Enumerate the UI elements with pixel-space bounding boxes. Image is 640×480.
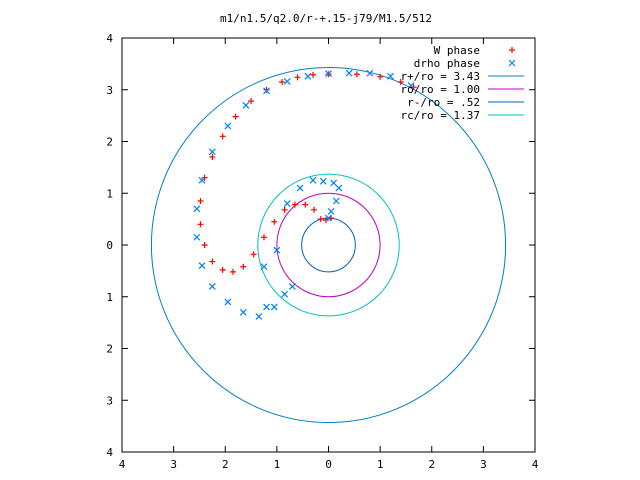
data-point <box>240 263 247 270</box>
data-point <box>239 308 247 316</box>
y-tick-label: 2 <box>106 136 113 149</box>
x-tick-label: 0 <box>325 458 332 471</box>
data-point <box>311 206 318 213</box>
reference-circle <box>150 66 507 424</box>
data-point <box>281 290 289 298</box>
legend-label: ro/ro = 1.00 <box>401 83 480 96</box>
x-tick-label: 3 <box>170 458 177 471</box>
data-point <box>263 87 270 95</box>
data-point <box>319 177 327 185</box>
data-point <box>242 101 250 109</box>
data-point <box>397 78 404 85</box>
data-point <box>208 148 216 156</box>
y-tick-label: 1 <box>106 187 113 200</box>
y-tick-label: 4 <box>106 32 113 45</box>
legend-label: rc/ro = 1.37 <box>401 109 480 122</box>
data-point <box>377 73 384 80</box>
data-point <box>288 282 296 290</box>
legend-label: r+/ro = 3.43 <box>401 70 480 83</box>
reference-circle <box>276 192 381 298</box>
y-tick-label: 3 <box>106 84 113 97</box>
data-point <box>250 251 257 258</box>
data-point <box>201 242 208 248</box>
data-point <box>283 200 291 208</box>
y-tick-label: 2 <box>106 343 113 356</box>
data-point <box>255 312 263 320</box>
data-point <box>208 282 216 290</box>
data-point <box>407 82 415 90</box>
data-point <box>273 246 281 254</box>
data-point <box>260 234 267 241</box>
data-point <box>229 268 236 275</box>
data-point <box>309 176 317 184</box>
data-point <box>209 154 216 161</box>
data-point <box>335 184 343 192</box>
x-tick-label: 1 <box>377 458 384 471</box>
y-tick-label: 0 <box>106 239 113 252</box>
data-point <box>271 218 278 225</box>
data-point <box>387 72 394 80</box>
data-point <box>366 69 374 77</box>
data-series <box>193 69 417 320</box>
data-point <box>296 184 304 192</box>
data-point <box>325 214 332 222</box>
legend-label: r-/ro = .52 <box>407 96 480 109</box>
data-point <box>317 216 324 223</box>
x-tick-label: 4 <box>119 458 126 471</box>
data-point <box>270 303 278 311</box>
data-point <box>248 98 255 105</box>
data-point <box>291 201 298 208</box>
data-point <box>263 303 270 311</box>
data-point <box>330 179 338 187</box>
data-point <box>302 201 309 208</box>
data-point <box>332 197 340 205</box>
data-point <box>294 74 301 81</box>
legend-marker <box>509 47 515 53</box>
series-x <box>193 69 415 320</box>
data-point <box>281 206 288 213</box>
data-point <box>198 262 206 270</box>
data-point <box>198 176 206 184</box>
data-point <box>193 205 201 213</box>
legend-label: drho phase <box>414 57 480 70</box>
chart-title: m1/n1.5/q2.0/r-+.15-j79/M1.5/512 <box>220 12 432 25</box>
legend-marker <box>508 59 516 67</box>
x-tick-label: 4 <box>532 458 539 471</box>
data-point <box>224 122 232 130</box>
data-point <box>209 258 216 265</box>
data-point <box>219 266 226 273</box>
data-point <box>304 72 312 80</box>
x-tick-label: 2 <box>222 458 229 471</box>
data-point <box>193 233 201 241</box>
y-tick-label: 1 <box>106 291 113 304</box>
data-point <box>197 221 204 228</box>
data-point <box>224 298 232 306</box>
x-tick-label: 2 <box>428 458 435 471</box>
data-point <box>219 133 226 140</box>
legend-label: W phase <box>434 44 480 57</box>
data-point <box>197 198 204 205</box>
data-point <box>232 113 239 120</box>
y-tick-label: 4 <box>106 446 113 459</box>
x-tick-label: 3 <box>480 458 487 471</box>
data-point <box>327 207 335 215</box>
reference-circle <box>257 173 400 317</box>
data-point <box>283 78 291 85</box>
data-point <box>345 69 353 77</box>
data-point <box>353 71 360 78</box>
data-point <box>310 71 317 78</box>
data-point <box>410 84 417 91</box>
data-point <box>260 263 268 271</box>
data-point <box>263 86 270 93</box>
series-+ <box>197 71 417 275</box>
x-tick-label: 1 <box>274 458 281 471</box>
data-point <box>325 70 332 78</box>
y-tick-label: 3 <box>106 394 113 407</box>
data-point <box>279 78 286 85</box>
